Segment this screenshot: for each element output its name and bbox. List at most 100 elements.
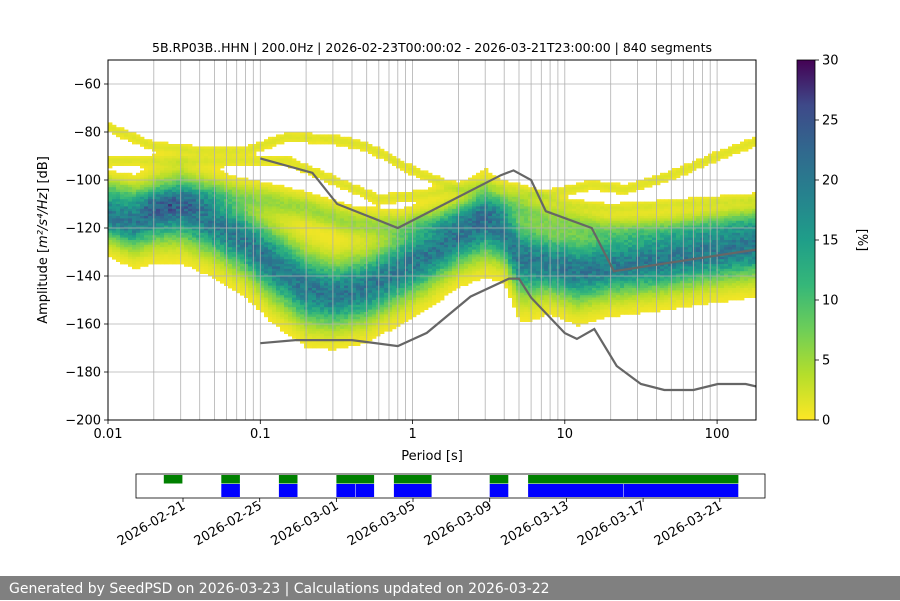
heatmap-cell: [116, 199, 121, 202]
heatmap-cell: [308, 237, 313, 241]
heatmap-cell: [272, 247, 277, 250]
heatmap-cell: [372, 304, 377, 308]
heatmap-cell: [244, 247, 249, 250]
heatmap-cell: [276, 213, 281, 217]
heatmap-cell: [384, 242, 389, 246]
heatmap-cell: [180, 184, 185, 188]
heatmap-cell: [292, 158, 297, 162]
heatmap-cell: [232, 211, 237, 214]
heatmap-cell: [120, 247, 125, 250]
heatmap-cell: [352, 290, 357, 294]
heatmap-cell: [428, 189, 433, 193]
heatmap-cell: [440, 256, 445, 260]
heatmap-cell: [156, 232, 161, 236]
heatmap-cell: [308, 290, 313, 294]
heatmap-cell: [296, 309, 301, 313]
heatmap-cell: [380, 218, 385, 222]
heatmap-cell: [312, 196, 317, 200]
heatmap-cell: [176, 180, 181, 183]
heatmap-cell: [192, 170, 197, 174]
heatmap-cell: [180, 211, 185, 214]
heatmap-cell: [348, 252, 353, 255]
heatmap-cell: [276, 194, 281, 198]
heatmap-cell: [396, 309, 401, 313]
heatmap-cell: [384, 319, 389, 322]
heatmap-cell: [276, 184, 281, 188]
heatmap-cell: [176, 199, 181, 202]
heatmap-cell: [404, 247, 409, 250]
heatmap-cell: [180, 223, 185, 226]
heatmap-cell: [168, 165, 173, 169]
heatmap-cell: [144, 216, 149, 219]
heatmap-cell: [388, 300, 393, 303]
heatmap-cell: [120, 206, 125, 210]
heatmap-cell: [308, 225, 313, 229]
heatmap-cell: [404, 268, 409, 272]
heatmap-cell: [360, 338, 365, 342]
heatmap-cell: [296, 283, 301, 286]
heatmap-cell: [176, 153, 181, 157]
heatmap-cell: [284, 160, 289, 164]
heatmap-cell: [260, 235, 265, 238]
heatmap-cell: [328, 268, 333, 272]
heatmap-cell: [420, 300, 425, 303]
heatmap-cell: [172, 175, 177, 178]
heatmap-cell: [356, 343, 361, 346]
heatmap-cell: [344, 316, 349, 320]
heatmap-cell: [120, 223, 125, 226]
heatmap-cell: [240, 235, 245, 238]
heatmap-cell: [172, 163, 177, 166]
heatmap-cell: [124, 230, 129, 234]
heatmap-cell: [408, 254, 413, 258]
heatmap-cell: [192, 158, 197, 162]
heatmap-cell: [276, 278, 281, 282]
heatmap-cell: [384, 201, 389, 205]
heatmap-cell: [360, 290, 365, 294]
heatmap-cell: [392, 223, 397, 226]
heatmap-cell: [140, 158, 145, 162]
heatmap-cell: [364, 266, 369, 270]
heatmap-cell: [408, 225, 413, 229]
heatmap-cell: [228, 271, 233, 274]
heatmap-cell: [308, 328, 313, 332]
heatmap-cell: [140, 247, 145, 250]
heatmap-cell: [292, 292, 297, 296]
heatmap-cell: [412, 283, 417, 286]
heatmap-cell: [404, 266, 409, 270]
heatmap-cell: [432, 288, 437, 291]
heatmap-cell: [204, 204, 209, 207]
heatmap-cell: [228, 148, 233, 152]
heatmap-cell: [300, 312, 305, 315]
heatmap-cell: [280, 276, 285, 279]
heatmap-cell: [120, 158, 125, 162]
heatmap-cell: [108, 208, 113, 212]
heatmap-cell: [200, 242, 205, 246]
heatmap-cell: [144, 194, 149, 198]
heatmap-cell: [128, 220, 133, 224]
heatmap-cell: [248, 280, 253, 284]
heatmap-cell: [404, 196, 409, 200]
heatmap-cell: [444, 208, 449, 212]
heatmap-cell: [180, 146, 185, 150]
heatmap-cell: [432, 204, 437, 207]
heatmap-cell: [124, 189, 129, 193]
heatmap-cell: [144, 232, 149, 236]
heatmap-cell: [216, 211, 221, 214]
heatmap-cell: [208, 216, 213, 219]
heatmap-cell: [228, 213, 233, 217]
heatmap-cell: [332, 134, 337, 138]
heatmap-cell: [132, 264, 137, 267]
heatmap-cell: [244, 151, 249, 154]
heatmap-cell: [288, 196, 293, 200]
heatmap-cell: [436, 242, 441, 246]
heatmap-cell: [284, 225, 289, 229]
heatmap-cell: [372, 148, 377, 152]
heatmap-cell: [432, 220, 437, 224]
heatmap-cell: [184, 180, 189, 183]
heatmap-cell: [192, 201, 197, 205]
heatmap-cell: [276, 254, 281, 258]
heatmap-cell: [288, 134, 293, 138]
heatmap-cell: [440, 242, 445, 246]
heatmap-cell: [332, 141, 337, 145]
heatmap-cell: [200, 177, 205, 181]
